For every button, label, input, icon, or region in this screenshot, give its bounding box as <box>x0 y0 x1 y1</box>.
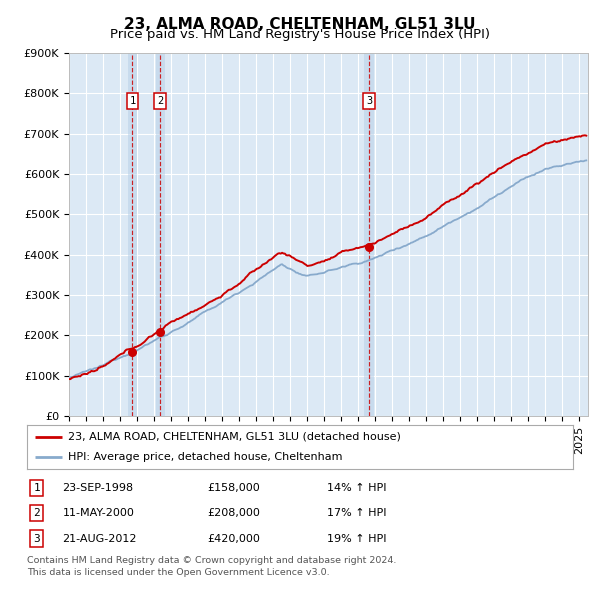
Text: 3: 3 <box>366 96 372 106</box>
Text: £420,000: £420,000 <box>207 533 260 543</box>
Text: 17% ↑ HPI: 17% ↑ HPI <box>328 509 387 518</box>
Bar <box>364 53 374 416</box>
Text: 3: 3 <box>34 533 40 543</box>
Text: 19% ↑ HPI: 19% ↑ HPI <box>328 533 387 543</box>
Text: 23, ALMA ROAD, CHELTENHAM, GL51 3LU: 23, ALMA ROAD, CHELTENHAM, GL51 3LU <box>124 17 476 31</box>
Text: 21-AUG-2012: 21-AUG-2012 <box>62 533 137 543</box>
Text: This data is licensed under the Open Government Licence v3.0.: This data is licensed under the Open Gov… <box>27 568 329 576</box>
Text: £208,000: £208,000 <box>207 509 260 518</box>
Text: 2: 2 <box>157 96 163 106</box>
Text: 23, ALMA ROAD, CHELTENHAM, GL51 3LU (detached house): 23, ALMA ROAD, CHELTENHAM, GL51 3LU (det… <box>68 432 401 442</box>
Bar <box>155 53 165 416</box>
Text: 1: 1 <box>130 96 136 106</box>
Text: 2: 2 <box>34 509 40 518</box>
Text: 1: 1 <box>34 483 40 493</box>
Text: 14% ↑ HPI: 14% ↑ HPI <box>328 483 387 493</box>
Text: 11-MAY-2000: 11-MAY-2000 <box>62 509 134 518</box>
Text: Price paid vs. HM Land Registry's House Price Index (HPI): Price paid vs. HM Land Registry's House … <box>110 28 490 41</box>
Text: 23-SEP-1998: 23-SEP-1998 <box>62 483 134 493</box>
Bar <box>128 53 137 416</box>
Text: HPI: Average price, detached house, Cheltenham: HPI: Average price, detached house, Chel… <box>68 452 343 462</box>
Text: £158,000: £158,000 <box>207 483 260 493</box>
Text: Contains HM Land Registry data © Crown copyright and database right 2024.: Contains HM Land Registry data © Crown c… <box>27 556 397 565</box>
